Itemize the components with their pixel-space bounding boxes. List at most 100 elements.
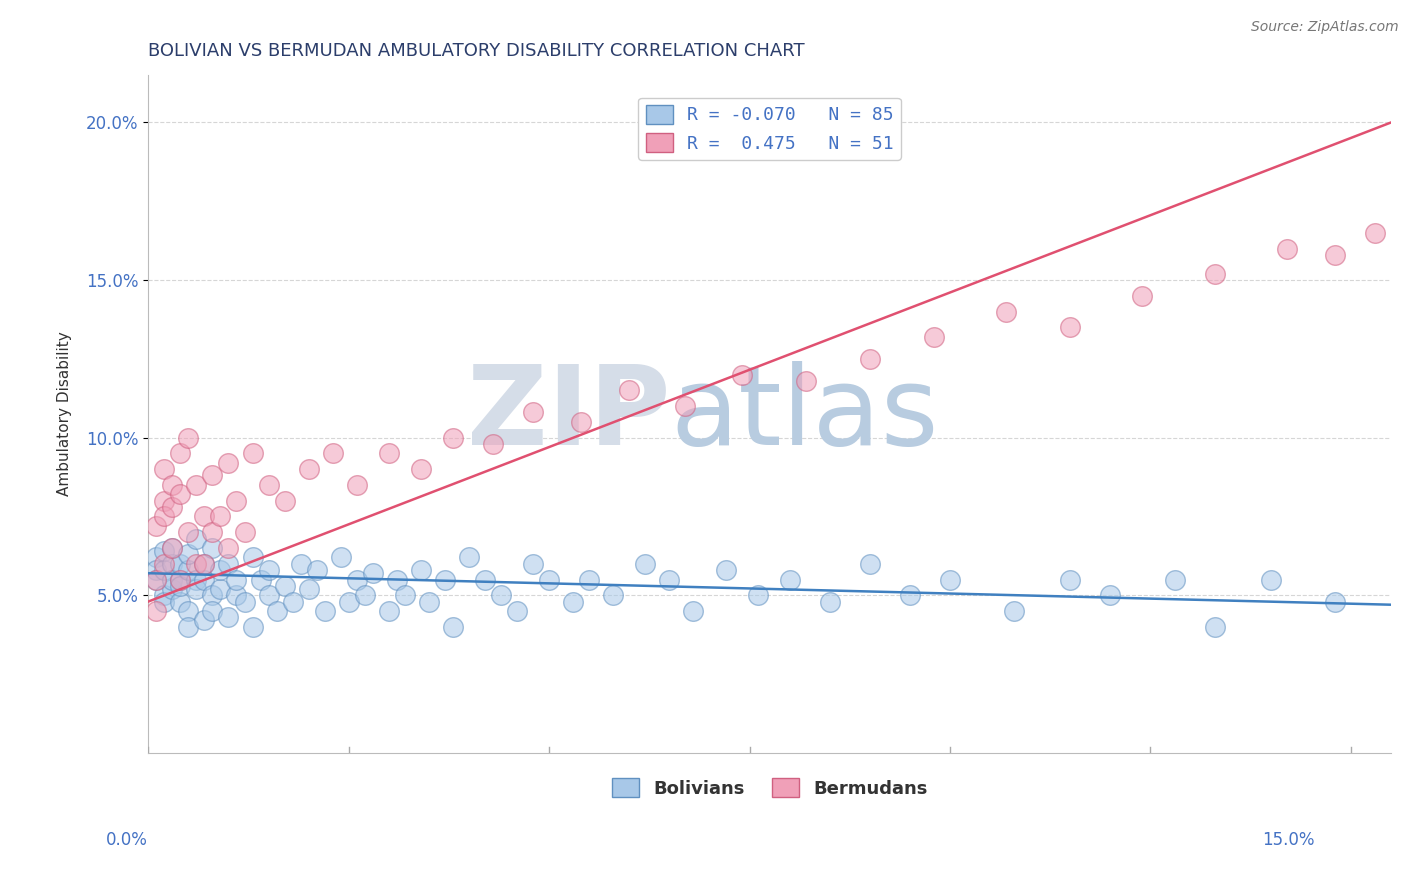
Point: [1163, 573, 1185, 587]
Point: [747, 588, 769, 602]
Point: [233, 594, 256, 608]
Point: [361, 566, 384, 581]
Point: [209, 563, 232, 577]
Point: [619, 384, 641, 398]
Point: [186, 532, 208, 546]
Point: [209, 509, 232, 524]
Point: [538, 573, 561, 587]
Point: [394, 588, 416, 602]
Point: [995, 304, 1018, 318]
Text: 15.0%: 15.0%: [1263, 831, 1315, 849]
Point: [1059, 320, 1081, 334]
Point: [177, 431, 200, 445]
Point: [378, 604, 401, 618]
Point: [177, 620, 200, 634]
Point: [1323, 594, 1346, 608]
Point: [145, 573, 167, 587]
Point: [859, 557, 882, 571]
Point: [329, 550, 352, 565]
Point: [658, 573, 681, 587]
Point: [682, 604, 704, 618]
Point: [794, 374, 817, 388]
Point: [201, 541, 224, 555]
Point: [522, 557, 544, 571]
Point: [346, 478, 368, 492]
Text: Source: ZipAtlas.com: Source: ZipAtlas.com: [1251, 20, 1399, 34]
Point: [169, 573, 191, 587]
Point: [193, 509, 215, 524]
Point: [1260, 573, 1282, 587]
Point: [418, 594, 440, 608]
Point: [177, 563, 200, 577]
Point: [225, 588, 247, 602]
Point: [162, 541, 184, 555]
Point: [162, 500, 184, 514]
Point: [169, 573, 191, 587]
Point: [257, 478, 280, 492]
Point: [153, 588, 176, 602]
Point: [898, 588, 921, 602]
Point: [201, 604, 224, 618]
Point: [1204, 267, 1226, 281]
Point: [162, 478, 184, 492]
Point: [482, 437, 505, 451]
Point: [169, 594, 191, 608]
Point: [1204, 620, 1226, 634]
Point: [225, 573, 247, 587]
Point: [675, 399, 697, 413]
Point: [859, 351, 882, 366]
Text: atlas: atlas: [671, 360, 939, 467]
Point: [153, 557, 176, 571]
Point: [409, 462, 432, 476]
Point: [1275, 242, 1298, 256]
Point: [217, 610, 239, 624]
Point: [201, 468, 224, 483]
Point: [145, 604, 167, 618]
Point: [257, 563, 280, 577]
Y-axis label: Ambulatory Disability: Ambulatory Disability: [58, 332, 72, 497]
Point: [290, 557, 312, 571]
Point: [298, 582, 321, 596]
Point: [337, 594, 360, 608]
Point: [922, 330, 945, 344]
Point: [779, 573, 801, 587]
Point: [578, 573, 600, 587]
Point: [314, 604, 336, 618]
Point: [225, 493, 247, 508]
Point: [193, 573, 215, 587]
Point: [233, 525, 256, 540]
Point: [562, 594, 585, 608]
Point: [305, 563, 328, 577]
Point: [177, 525, 200, 540]
Point: [1099, 588, 1122, 602]
Point: [1323, 248, 1346, 262]
Point: [378, 446, 401, 460]
Point: [298, 462, 321, 476]
Point: [217, 541, 239, 555]
Point: [730, 368, 752, 382]
Point: [177, 604, 200, 618]
Point: [602, 588, 624, 602]
Point: [186, 557, 208, 571]
Point: [273, 579, 295, 593]
Point: [441, 431, 464, 445]
Point: [385, 573, 408, 587]
Point: [153, 509, 176, 524]
Point: [162, 573, 184, 587]
Point: [201, 588, 224, 602]
Point: [273, 493, 295, 508]
Point: [322, 446, 344, 460]
Point: [433, 573, 456, 587]
Point: [346, 573, 368, 587]
Point: [634, 557, 657, 571]
Point: [186, 582, 208, 596]
Point: [145, 550, 167, 565]
Point: [145, 573, 167, 587]
Point: [193, 557, 215, 571]
Point: [153, 594, 176, 608]
Point: [169, 579, 191, 593]
Point: [153, 493, 176, 508]
Point: [569, 415, 592, 429]
Point: [153, 544, 176, 558]
Point: [193, 614, 215, 628]
